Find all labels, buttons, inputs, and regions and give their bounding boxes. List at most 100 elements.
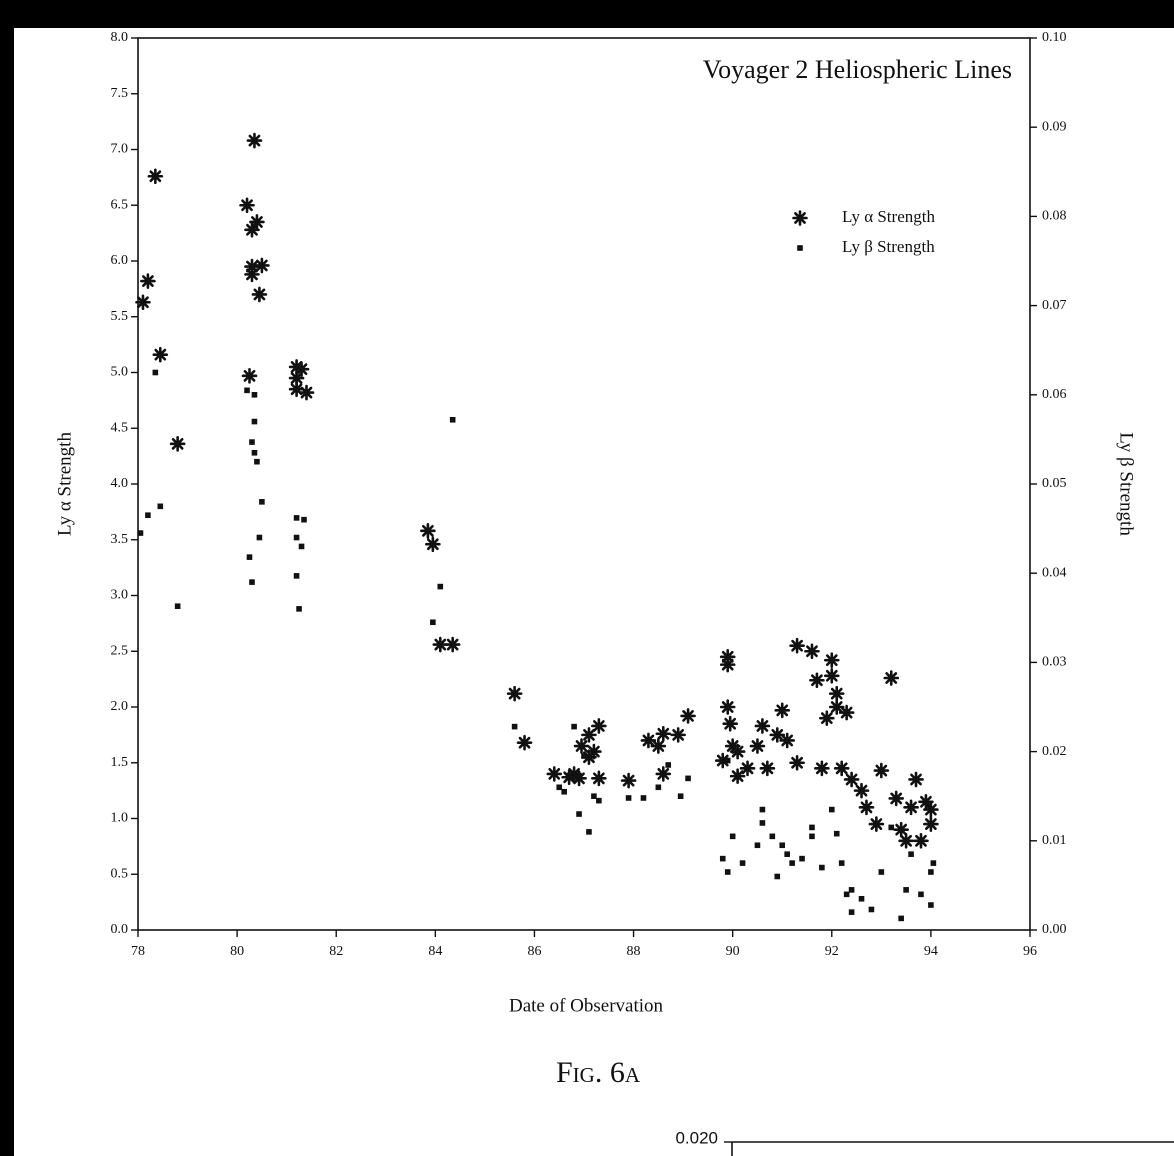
y-tick-label: 1.5 [111,755,129,770]
data-point [254,257,270,274]
data-point [719,699,736,715]
data-point [591,770,607,787]
data-point [249,579,255,585]
data-point [719,649,736,665]
legend-label: Ly β Strength [842,237,935,256]
y2-tick-label: 0.08 [1042,209,1067,224]
data-point [571,770,587,787]
data-point [754,842,761,849]
data-point [581,727,597,743]
data-point [249,214,265,230]
figure-caption: Fig. 6a [556,1056,641,1089]
data-point [903,887,909,893]
data-point [759,820,766,826]
y2-tick-label: 0.09 [1042,119,1067,134]
data-point [868,816,885,832]
data-point [784,851,790,857]
y-tick-label: 2.0 [111,699,129,714]
data-point [908,771,924,788]
data-point [640,732,657,749]
data-point [430,619,436,626]
data-point [573,738,590,754]
legend-marker [797,245,803,251]
y-tick-label: 5.0 [111,365,129,380]
data-point [809,672,825,689]
data-point [789,860,795,866]
data-point [425,536,441,553]
data-point [843,891,850,898]
y2-axis-label: Ly β Strength [1116,432,1137,536]
data-point [779,842,786,849]
data-point [596,797,602,804]
data-point [169,436,186,452]
data-point [420,523,436,539]
x-tick-label: 78 [131,944,145,959]
x-tick-label: 82 [329,944,343,959]
data-point [923,801,939,818]
x-tick-label: 88 [627,944,641,959]
data-point [898,833,914,849]
data-point [724,757,731,764]
data-point [546,766,563,782]
x-axis-label: Date of Observation [509,995,664,1016]
y-tick-label: 4.5 [111,420,129,435]
x-tick-label: 80 [230,944,244,959]
data-point [244,221,260,238]
x-tick-label: 96 [1023,944,1037,959]
data-point [729,768,746,784]
y-tick-label: 8.0 [111,30,129,45]
data-point [769,833,776,840]
data-point [620,772,637,789]
data-point [449,416,456,423]
data-point [576,811,582,817]
y-tick-label: 0.5 [111,866,129,881]
data-point [729,833,736,840]
data-point [561,788,567,795]
data-point [918,793,934,810]
data-point [241,368,258,384]
data-point [719,855,726,862]
data-point [259,499,265,505]
data-point [749,738,766,754]
data-point [888,790,904,807]
data-point [685,775,691,782]
y-tick-label: 0.020 [675,1128,718,1147]
data-point [878,869,885,875]
y2-tick-label: 0.05 [1042,476,1067,491]
data-point [853,782,870,799]
chart-title: Voyager 2 Heliospheric Lines [703,55,1012,84]
legend-marker [792,210,808,226]
data-point [147,168,164,185]
data-point [296,606,302,612]
data-point [719,656,736,673]
data-point [838,860,845,866]
data-point [759,760,776,777]
data-point [759,806,766,813]
page-background [14,28,1174,1156]
data-point [581,753,587,759]
data-point [724,869,731,875]
y2-tick-label: 0.00 [1042,922,1067,937]
data-point [754,718,771,734]
data-point [828,699,845,715]
data-point [799,855,805,862]
data-point [670,727,686,743]
data-point [571,723,577,730]
data-point [511,723,518,730]
data-point [293,534,300,541]
y-tick-label: 7.0 [111,142,129,157]
data-point [722,715,738,732]
data-point [823,652,840,668]
data-point [923,816,939,832]
data-point [288,359,305,375]
data-point [293,573,300,579]
data-point [288,381,305,398]
data-point [739,760,756,777]
y2-tick-label: 0.07 [1042,298,1067,313]
data-point [888,824,895,831]
data-point [814,760,830,777]
data-point [819,710,835,726]
data-point [174,603,181,610]
data-point [145,512,151,519]
